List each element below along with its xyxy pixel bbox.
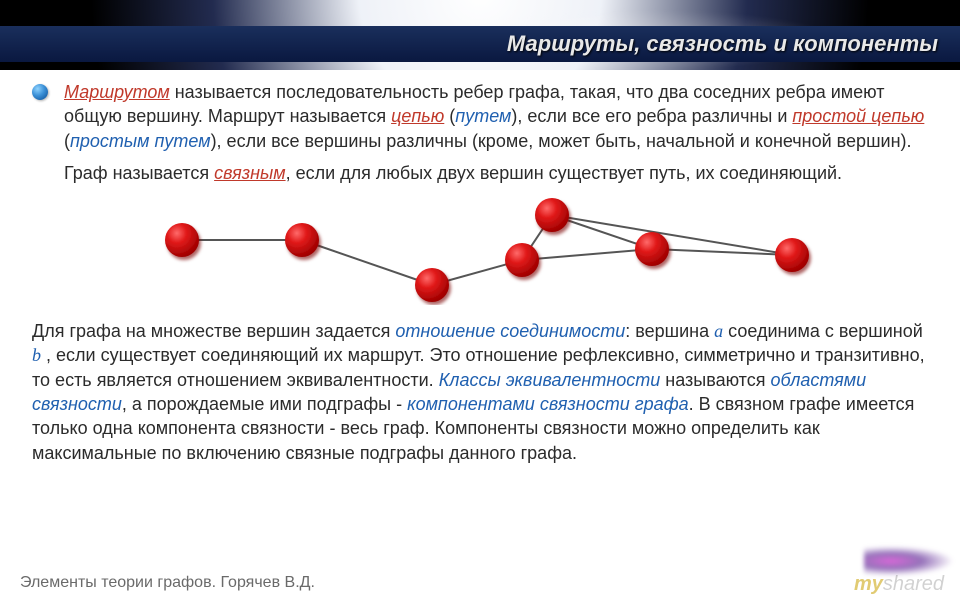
graph-figure (32, 195, 932, 305)
text-run: называются (660, 370, 770, 390)
bullet-icon (32, 84, 48, 100)
decorative-swirl (864, 546, 954, 576)
text-run: , а порождаемые ими подграфы - (122, 394, 407, 414)
text-run: Граф называется (64, 163, 214, 183)
term-term-blue: отношение соединимости (395, 321, 625, 341)
text-run: Для графа на множестве вершин задается (32, 321, 395, 341)
watermark-my: my (854, 573, 883, 595)
text-run: соединима с вершиной (723, 321, 923, 341)
content-area: Маршрутом называется последовательность … (0, 80, 960, 465)
term-term-red: связным (214, 163, 285, 183)
watermark: myshared (854, 573, 944, 596)
graph-node (635, 232, 669, 266)
text-run: : вершина (625, 321, 714, 341)
graph-node (415, 268, 449, 302)
term-term-red: цепью (391, 106, 444, 126)
term-term-red: Маршрутом (64, 82, 170, 102)
graph-node (285, 223, 319, 257)
term-term-var: b (32, 345, 41, 365)
paragraph-2: Граф называется связным, если для любых … (64, 161, 932, 185)
term-term-blue: Классы эквивалентности (439, 370, 661, 390)
text-run: , если для любых двух вершин существует … (286, 163, 842, 183)
title-bar: Маршруты, связность и компоненты (0, 26, 960, 62)
term-term-blue: путем (455, 106, 511, 126)
graph-svg (132, 195, 832, 305)
term-term-red: простой цепью (792, 106, 924, 126)
footer-text: Элементы теории графов. Горячев В.Д. (20, 574, 315, 592)
text-run: ), если все вершины различны (кроме, мож… (211, 131, 912, 151)
term-term-var: a (714, 321, 723, 341)
paragraph-1: Маршрутом называется последовательность … (64, 80, 932, 153)
slide-title: Маршруты, связность и компоненты (507, 31, 938, 57)
text-run: ), если все его ребра различны и (511, 106, 792, 126)
graph-node (165, 223, 199, 257)
paragraph-3: Для графа на множестве вершин задается о… (32, 319, 932, 465)
graph-node (505, 243, 539, 277)
graph-edge (302, 240, 432, 285)
term-term-blue: простым путем (70, 131, 211, 151)
graph-node (535, 198, 569, 232)
term-term-blue: компонентами связности графа (407, 394, 689, 414)
graph-edge (522, 249, 652, 260)
graph-node (775, 238, 809, 272)
paragraph-1-row: Маршрутом называется последовательность … (32, 80, 932, 153)
text-run: ( (444, 106, 455, 126)
watermark-shared: shared (883, 573, 944, 595)
